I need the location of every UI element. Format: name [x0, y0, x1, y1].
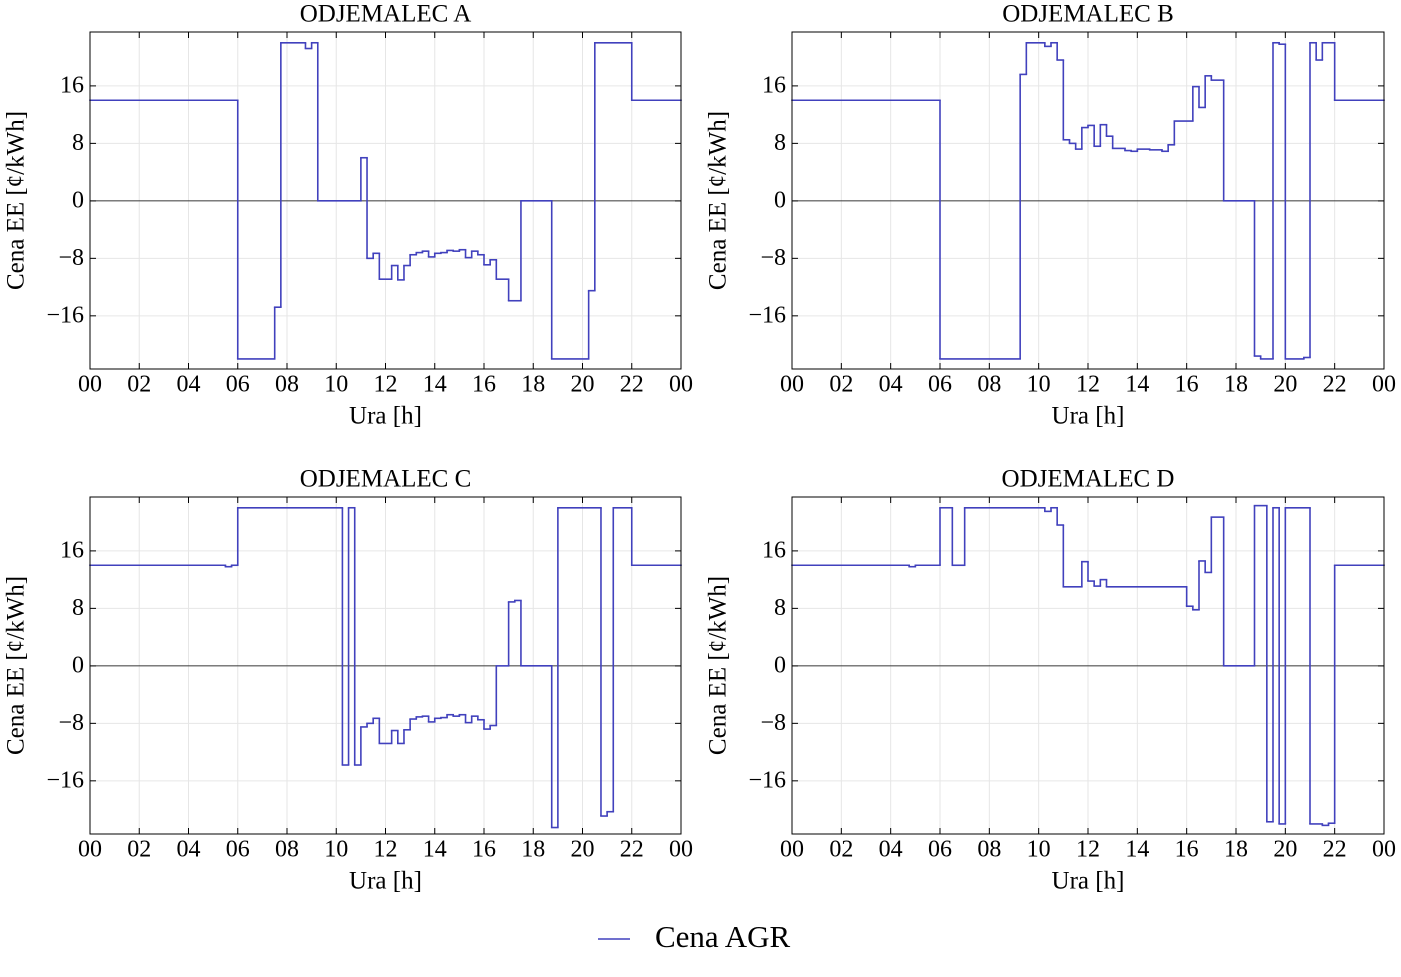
x-tick-label: 16	[1175, 837, 1199, 863]
x-tick-label: 18	[521, 837, 545, 863]
x-tick-label: 04	[177, 372, 201, 398]
chart-title: ODJEMALEC D	[1002, 466, 1175, 493]
y-tick-label: 16	[762, 537, 786, 563]
x-tick-label: 20	[571, 372, 595, 398]
x-tick-label: 00	[780, 837, 804, 863]
x-tick-label: 08	[275, 837, 299, 863]
y-tick-label: 16	[60, 72, 84, 98]
x-axis-label: Ura [h]	[1052, 868, 1125, 895]
plot-frame	[89, 496, 682, 835]
y-tick-label: 16	[762, 72, 786, 98]
x-tick-label: 00	[78, 372, 102, 398]
chart-title: ODJEMALEC C	[300, 466, 472, 493]
x-tick-label: 12	[374, 372, 398, 398]
x-tick-label: 12	[1076, 372, 1100, 398]
x-tick-label: 08	[275, 372, 299, 398]
y-tick-label: 8	[72, 130, 84, 156]
x-axis-label: Ura [h]	[349, 868, 422, 895]
x-tick-label: 10	[324, 372, 348, 398]
x-tick-label: 08	[977, 837, 1001, 863]
x-tick-label: 04	[177, 837, 201, 863]
x-tick-label: 20	[1273, 372, 1297, 398]
legend-label: Cena AGR	[655, 919, 791, 954]
x-tick-label: 18	[521, 372, 545, 398]
x-tick-label: 12	[374, 837, 398, 863]
x-tick-label: 00	[669, 837, 693, 863]
x-tick-label: 14	[423, 372, 447, 398]
x-tick-label: 18	[1224, 837, 1248, 863]
x-tick-label: 16	[472, 837, 496, 863]
x-tick-label: 16	[472, 372, 496, 398]
y-tick-label: 8	[774, 595, 786, 621]
x-axis-label: Ura [h]	[349, 403, 422, 430]
y-tick-label: 8	[774, 130, 786, 156]
x-tick-label: 20	[571, 837, 595, 863]
x-tick-label: 12	[1076, 837, 1100, 863]
x-tick-label: 00	[1372, 372, 1396, 398]
y-tick-label: −8	[58, 710, 84, 736]
y-tick-label: 0	[72, 652, 84, 678]
y-tick-label: 0	[72, 187, 84, 213]
y-tick-label: −16	[748, 767, 786, 793]
y-tick-label: 0	[774, 187, 786, 213]
x-tick-label: 14	[423, 837, 447, 863]
x-tick-label: 06	[226, 372, 250, 398]
x-tick-label: 02	[829, 372, 853, 398]
x-tick-label: 06	[928, 372, 952, 398]
x-tick-label: 00	[669, 372, 693, 398]
x-tick-label: 02	[127, 837, 151, 863]
x-tick-label: 10	[324, 837, 348, 863]
y-tick-label: −8	[760, 710, 786, 736]
y-axis-label: Cena EE [¢/kWh]	[3, 111, 30, 290]
y-tick-label: −16	[46, 302, 84, 328]
x-tick-label: 10	[1027, 372, 1051, 398]
x-tick-label: 02	[829, 837, 853, 863]
x-tick-label: 08	[977, 372, 1001, 398]
chart-title: ODJEMALEC A	[300, 1, 472, 28]
plot-frame	[791, 31, 1385, 370]
x-tick-label: 14	[1125, 837, 1149, 863]
x-tick-label: 06	[928, 837, 952, 863]
y-tick-label: −8	[58, 245, 84, 271]
x-tick-label: 20	[1273, 837, 1297, 863]
x-tick-label: 14	[1125, 372, 1149, 398]
x-tick-label: 10	[1027, 837, 1051, 863]
y-tick-label: 0	[774, 652, 786, 678]
y-tick-label: −16	[748, 302, 786, 328]
y-axis-label: Cena EE [¢/kWh]	[3, 576, 30, 755]
x-axis-label: Ura [h]	[1052, 403, 1125, 430]
plot-frame	[791, 496, 1385, 835]
y-tick-label: 8	[72, 595, 84, 621]
x-tick-label: 00	[780, 372, 804, 398]
y-tick-label: −8	[760, 245, 786, 271]
x-tick-label: 22	[1323, 837, 1347, 863]
x-tick-label: 00	[1372, 837, 1396, 863]
x-tick-label: 04	[879, 837, 903, 863]
chart-title: ODJEMALEC B	[1002, 1, 1174, 28]
x-tick-label: 02	[127, 372, 151, 398]
x-tick-label: 22	[620, 372, 644, 398]
y-axis-label: Cena EE [¢/kWh]	[705, 576, 732, 755]
x-tick-label: 22	[1323, 372, 1347, 398]
y-axis-label: Cena EE [¢/kWh]	[705, 111, 732, 290]
x-tick-label: 00	[78, 837, 102, 863]
x-tick-label: 16	[1175, 372, 1199, 398]
x-tick-label: 18	[1224, 372, 1248, 398]
x-tick-label: 22	[620, 837, 644, 863]
plot-frame	[89, 31, 682, 370]
y-tick-label: −16	[46, 767, 84, 793]
x-tick-label: 06	[226, 837, 250, 863]
x-tick-label: 04	[879, 372, 903, 398]
y-tick-label: 16	[60, 537, 84, 563]
